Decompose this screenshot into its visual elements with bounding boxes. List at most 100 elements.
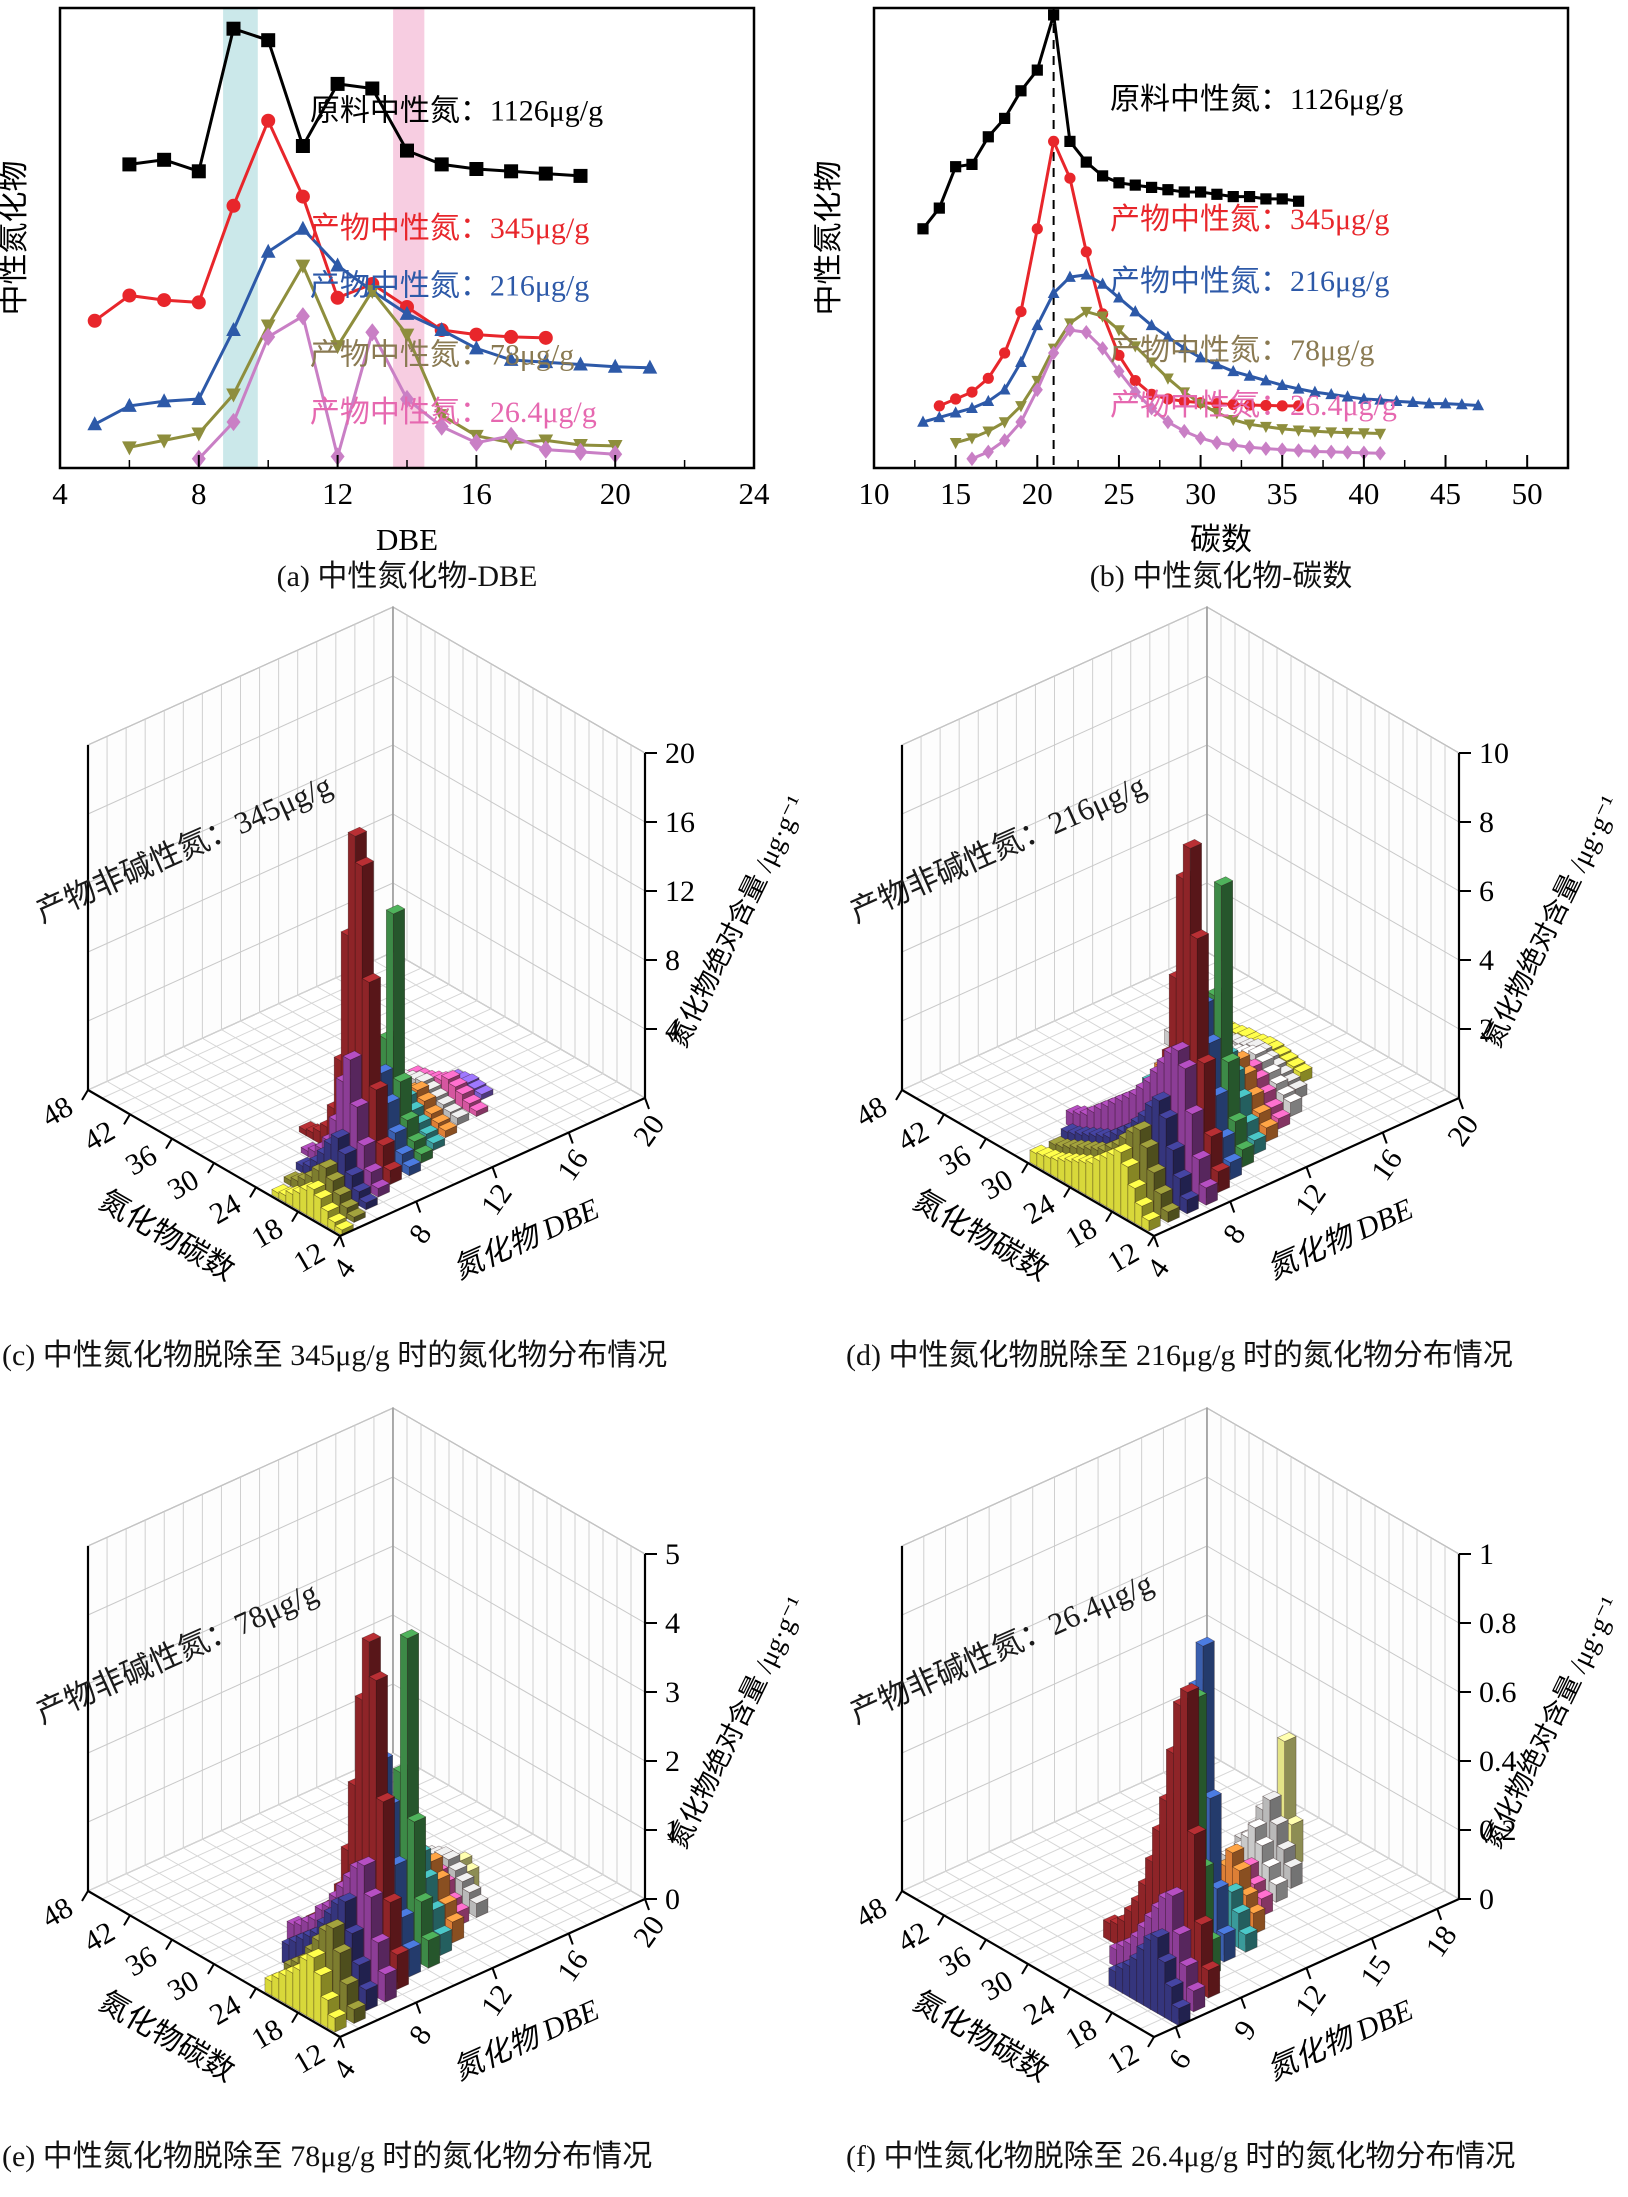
marker-circle xyxy=(1015,306,1027,318)
z-axis-tick-label: 12 xyxy=(665,875,695,908)
bar-front-face xyxy=(1136,1945,1145,2007)
marker-square xyxy=(504,164,519,179)
dbe-axis-tick xyxy=(1229,1201,1236,1213)
marker-circle xyxy=(295,189,310,204)
marker-circle xyxy=(261,113,276,128)
x-axis-tick-label: 25 xyxy=(1103,476,1134,511)
bar-top-face xyxy=(1231,1861,1252,1872)
marker-circle xyxy=(1162,393,1174,405)
marker-triangle-down xyxy=(1194,398,1207,411)
bar-top-face xyxy=(1164,1977,1184,1988)
bar-top-face xyxy=(318,1158,339,1169)
bar-front-face xyxy=(1143,1935,1152,2011)
marker-circle xyxy=(1178,395,1190,407)
bar-front-face xyxy=(299,1186,308,1216)
bar-top-face xyxy=(1132,1120,1153,1131)
marker-triangle-up xyxy=(1341,390,1354,402)
bar-top-face xyxy=(1220,1052,1241,1063)
bar-top-face xyxy=(1261,1063,1282,1074)
z-axis-tick-label: 0.2 xyxy=(1479,1814,1517,1847)
marker-diamond xyxy=(1162,414,1174,430)
carbon-axis-tick xyxy=(207,1963,215,1975)
bar-top-face xyxy=(1189,929,1210,940)
marker-triangle-down xyxy=(1211,408,1223,420)
bar-top-face xyxy=(351,1955,372,1966)
bar-top-face xyxy=(385,904,406,915)
bar-top-face xyxy=(320,1990,340,2001)
bar-top-face xyxy=(339,1975,360,1986)
chart-e-caption: (e) 中性氮化物脱除至 78μg/g 时的氮化物分布情况 xyxy=(2,2140,653,2173)
marker-triangle-down xyxy=(1031,375,1044,388)
left-wall-z-gridline xyxy=(87,1683,394,1823)
marker-triangle-down xyxy=(1096,311,1109,323)
left-wall-z-gridline xyxy=(901,744,1208,884)
left-wall-z-gridline xyxy=(87,1476,394,1616)
bar-top-face xyxy=(1276,1732,1297,1742)
legend-label: 产物中性氮：216μg/g xyxy=(1110,265,1389,298)
marker-triangle-up xyxy=(933,410,946,423)
bar-top-face xyxy=(337,1144,358,1155)
marker-circle xyxy=(504,329,519,344)
marker-diamond xyxy=(1178,423,1190,439)
marker-triangle-up xyxy=(399,305,415,320)
bar-top-face xyxy=(306,1180,326,1190)
marker-square xyxy=(295,139,310,153)
marker-diamond xyxy=(966,451,978,467)
right-wall-z-gridline xyxy=(392,882,646,1030)
z-axis-tick-label: 20 xyxy=(665,737,695,770)
dbe-axis-title: 氮化物 DBE xyxy=(1262,1193,1418,1287)
marker-diamond xyxy=(1097,341,1109,356)
bar-top-face xyxy=(325,1918,346,1929)
marker-diamond xyxy=(1243,440,1256,455)
bar-top-face xyxy=(1247,1045,1268,1056)
left-wall-z-gridline xyxy=(901,675,1208,815)
marker-triangle-up xyxy=(1129,305,1142,317)
dbe-axis-tick xyxy=(491,1166,498,1179)
left-wall-z-gridline xyxy=(901,1476,1208,1616)
bar-top-face xyxy=(1185,1981,1206,1992)
bar-top-face xyxy=(1150,1928,1170,1939)
bar-front-face xyxy=(1150,1933,1159,2015)
marker-circle xyxy=(1113,349,1125,361)
bar-top-face xyxy=(1269,1815,1289,1826)
marker-diamond xyxy=(1309,444,1321,459)
left-wall-z-gridline xyxy=(87,1545,394,1685)
bar-front-face xyxy=(1071,1158,1080,1192)
marker-diamond xyxy=(573,442,588,461)
bar-top-face xyxy=(1139,1138,1160,1149)
bar-top-face xyxy=(1172,1169,1193,1180)
marker-triangle-down xyxy=(982,426,995,438)
bar-front-face xyxy=(1164,1982,1173,2023)
carbon-axis-tick xyxy=(937,1914,945,1926)
left-wall-z-gridline xyxy=(901,606,1208,746)
bar-top-face xyxy=(1238,1925,1258,1936)
dbe-axis-tick-label: 12 xyxy=(1289,1979,1333,2023)
marker-triangle-up xyxy=(1145,318,1158,331)
floor-gridline xyxy=(392,951,646,1099)
marker-square xyxy=(1064,135,1076,147)
bar-top-face xyxy=(361,1632,382,1643)
carbon-axis-tick xyxy=(895,1089,903,1101)
marker-diamond xyxy=(1325,444,1337,460)
carbon-axis-tick-label: 30 xyxy=(976,1964,1018,2008)
marker-diamond xyxy=(1227,437,1239,453)
dbe-axis-tick xyxy=(1458,1097,1464,1110)
floor-gridline xyxy=(923,1880,1177,2028)
marker-circle xyxy=(122,288,137,303)
marker-triangle-up xyxy=(1178,341,1191,354)
bar-top-face xyxy=(440,1850,461,1861)
z-axis-tick-label: 0 xyxy=(1479,1883,1494,1916)
z-axis-title: 氮化物绝对含量 /μg·g⁻¹ xyxy=(1477,791,1625,1052)
bar-top-face xyxy=(1227,1112,1248,1123)
bar-top-face xyxy=(447,1861,468,1872)
carbon-axis-tick xyxy=(1021,1963,1029,1975)
z-axis-title: 氮化物绝对含量 /μg·g⁻¹ xyxy=(663,1592,811,1853)
marker-square xyxy=(1194,186,1207,198)
legend-label: 产物中性氮：78μg/g xyxy=(1110,334,1374,367)
bar-top-face xyxy=(1261,1857,1282,1868)
carbon-axis-tick xyxy=(1063,1987,1071,1999)
bar-front-face xyxy=(1085,1159,1094,1200)
bar-top-face xyxy=(454,1872,475,1883)
marker-circle xyxy=(469,327,484,342)
bar-top-face xyxy=(356,1136,377,1147)
